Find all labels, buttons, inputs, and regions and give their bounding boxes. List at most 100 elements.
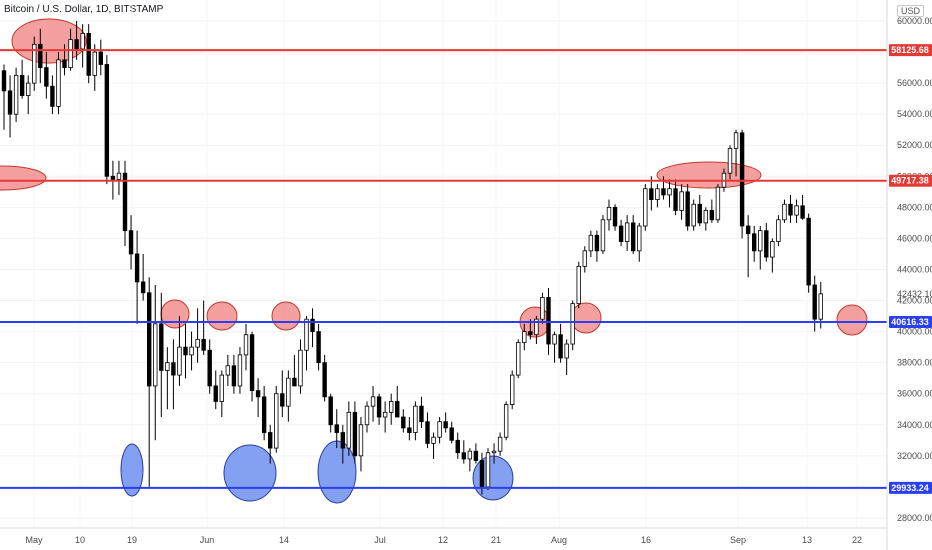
candle-body — [733, 132, 739, 149]
candle-body — [425, 421, 430, 444]
candle — [382, 401, 388, 433]
price-tick-label: 38000.00 — [897, 358, 932, 368]
currency-badge[interactable]: USD — [896, 5, 924, 17]
candle — [274, 385, 279, 453]
candle — [292, 354, 297, 387]
candle — [237, 347, 243, 394]
time-tick-label: Jul — [374, 535, 386, 545]
candle-body — [752, 233, 757, 252]
candle — [407, 417, 412, 441]
candle — [280, 370, 285, 418]
candle-body — [128, 230, 134, 255]
price-tick-label: 60000.00 — [897, 16, 932, 26]
candle-body — [388, 401, 394, 413]
candle-body — [358, 424, 364, 457]
candle-body — [261, 396, 267, 433]
candle-body — [534, 318, 539, 336]
candle — [261, 385, 267, 441]
candle — [116, 160, 122, 195]
price-tick-label: 36000.00 — [897, 389, 932, 399]
level-labels: 58125.68 49717.38 40616.33 29933.24 42432.10 — [889, 44, 932, 494]
candle — [679, 184, 684, 220]
candle — [431, 432, 436, 459]
candle — [558, 323, 563, 363]
candle-body — [231, 365, 237, 387]
candle-body — [122, 172, 128, 232]
candle-body — [340, 432, 345, 449]
candle — [243, 323, 249, 371]
candle-body — [594, 234, 600, 252]
candle — [1, 64, 7, 130]
candle — [727, 145, 733, 180]
red-resistance-marker — [570, 302, 602, 334]
candle — [618, 219, 624, 247]
candle-body — [213, 385, 218, 402]
red-resistance-marker — [836, 304, 868, 336]
candle-body — [92, 51, 97, 76]
candle-body — [546, 297, 551, 345]
candle-body — [661, 188, 666, 196]
candle-body — [243, 334, 249, 356]
candle — [80, 24, 85, 68]
candle-body — [310, 318, 315, 332]
candle-body — [255, 390, 261, 398]
candle-body — [110, 175, 116, 180]
candle — [44, 52, 49, 99]
candle-body — [80, 33, 85, 50]
level-label: 58125.68 — [891, 45, 929, 55]
candle — [425, 412, 430, 449]
price-tick-label: 32000.00 — [897, 451, 932, 461]
annotation-markers-back — [0, 18, 868, 504]
candle — [624, 215, 630, 251]
candle-body — [600, 219, 606, 252]
red-resistance-marker — [271, 301, 301, 331]
candle — [32, 36, 37, 91]
candle-body — [782, 203, 787, 221]
candle-body — [38, 43, 43, 68]
candle-body — [479, 460, 485, 488]
candle — [195, 308, 200, 363]
red-resistance-marker — [0, 165, 47, 191]
candle-body — [709, 210, 715, 221]
candle-body — [509, 374, 515, 405]
candle — [655, 184, 660, 208]
candle — [685, 184, 690, 231]
candle-body — [267, 432, 273, 449]
candle-body — [643, 188, 648, 227]
candle-body — [612, 206, 618, 227]
candle-body — [739, 132, 745, 227]
candle-body — [649, 188, 654, 200]
candle-body — [497, 436, 503, 452]
candle — [310, 308, 315, 348]
time-tick-label: 14 — [279, 535, 289, 545]
candle — [812, 275, 817, 332]
candle-body — [413, 405, 418, 433]
level-label: 29933.24 — [891, 483, 929, 493]
candle-body — [576, 265, 581, 305]
candle — [612, 204, 618, 231]
time-tick-label: Aug — [551, 535, 567, 545]
candle — [189, 331, 194, 371]
candle-body — [56, 59, 61, 107]
candle-body — [334, 424, 339, 433]
candle — [582, 246, 587, 273]
time-tick-label: May — [25, 535, 43, 545]
candle — [104, 55, 110, 185]
candle-body — [225, 365, 231, 376]
candle-body — [467, 450, 473, 460]
candle-body — [516, 342, 521, 376]
red-resistance-marker — [11, 18, 87, 64]
candle-body — [503, 404, 509, 438]
price-tick-label: 28000.00 — [897, 513, 932, 523]
price-tick-label: 44000.00 — [897, 264, 932, 274]
candle — [334, 409, 339, 449]
candle-body — [437, 421, 442, 438]
candle — [534, 316, 539, 345]
candle-body — [407, 427, 412, 433]
candle-body — [473, 450, 479, 461]
candle — [667, 179, 672, 208]
candle — [497, 432, 503, 456]
candle-body — [370, 396, 376, 407]
candle — [201, 300, 206, 355]
